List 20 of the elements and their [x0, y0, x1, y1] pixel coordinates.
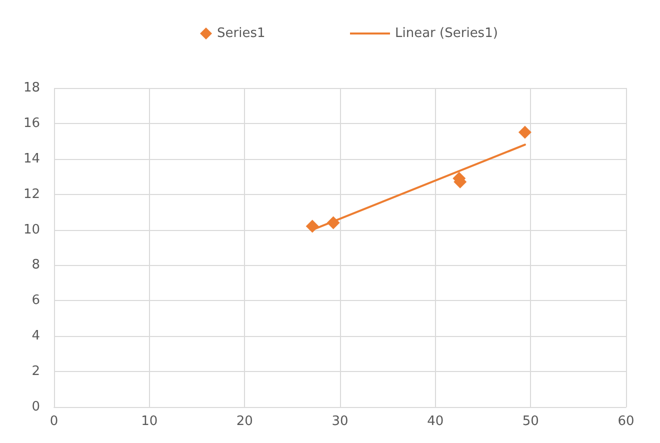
x-tick-label: 10 — [141, 414, 158, 429]
y-tick-label: 0 — [32, 400, 40, 414]
point — [518, 126, 532, 139]
y-tick-label: 4 — [32, 328, 40, 344]
x-tick-label: 60 — [618, 414, 634, 429]
legend-label: Linear (Series1) — [395, 26, 498, 41]
y-tick-label: 18 — [23, 80, 40, 96]
y-tick-label: 16 — [23, 116, 40, 131]
x-tick-label: 20 — [236, 414, 253, 429]
x-tick-label: 0 — [50, 414, 58, 429]
x-tick-label: 30 — [332, 414, 348, 429]
y-tick-label: 10 — [23, 222, 40, 238]
y-tick-label: 6 — [32, 293, 40, 308]
y-tick-label: 8 — [32, 258, 40, 273]
y-tick-label: 14 — [23, 151, 40, 166]
y-tick-label: 2 — [32, 364, 40, 380]
legend-label: Series1 — [217, 26, 266, 41]
y-tick-label: 12 — [23, 186, 40, 202]
x-tick-label: 50 — [522, 414, 539, 429]
x-tick-label: 40 — [427, 414, 444, 429]
